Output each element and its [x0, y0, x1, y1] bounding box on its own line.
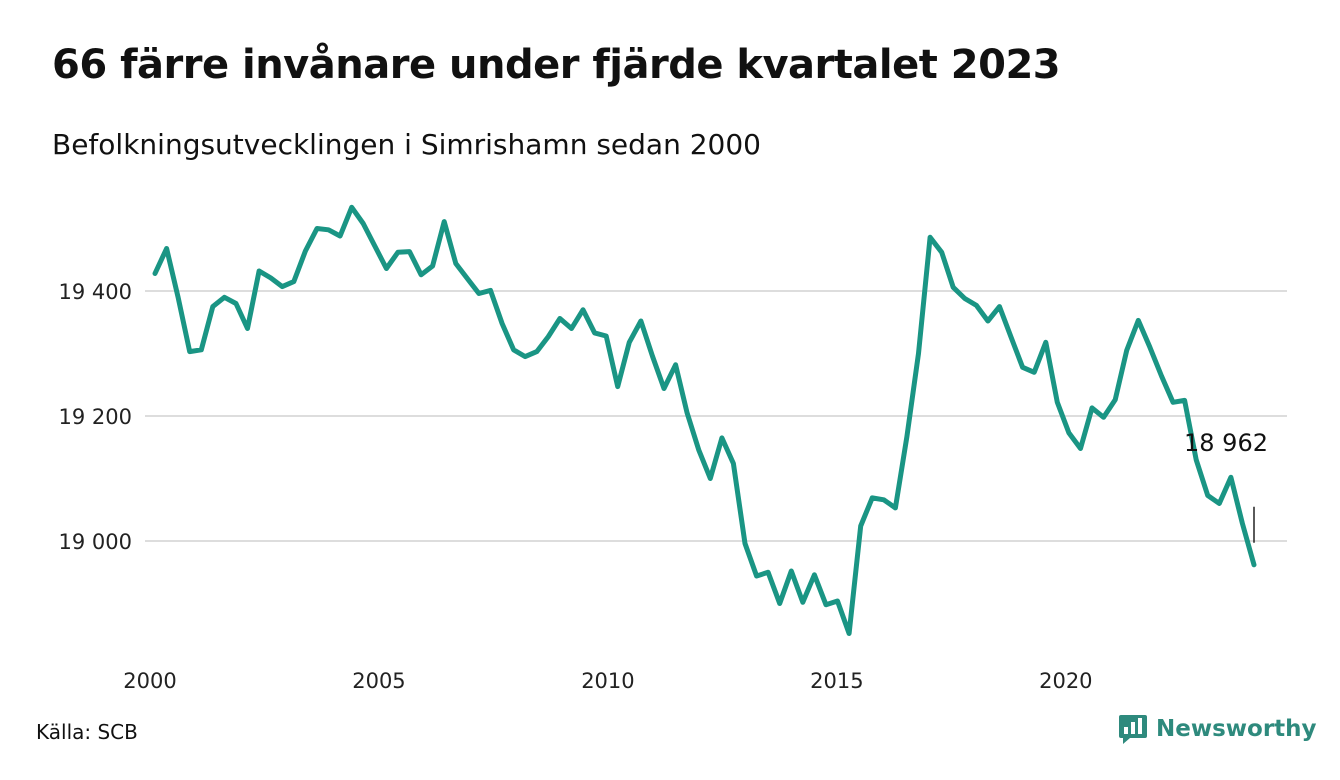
- newsworthy-logo-icon: [1119, 715, 1147, 744]
- source-note: Källa: SCB: [36, 720, 138, 744]
- y-tick-label: 19 400: [59, 280, 132, 304]
- brand-logo[interactable]: Newsworthy: [1118, 713, 1317, 745]
- x-tick-label: 2005: [352, 669, 405, 693]
- x-tick-label: 2020: [1039, 669, 1092, 693]
- x-tick-label: 2000: [123, 669, 176, 693]
- brand-name: Newsworthy: [1156, 716, 1317, 742]
- chart-title: 66 färre invånare under fjärde kvartalet…: [52, 42, 1061, 88]
- series-layer: [152, 204, 1257, 636]
- annotation-layer: 18 962: [1184, 429, 1268, 543]
- y-tick-label: 19 200: [59, 405, 132, 429]
- last-value-label: 18 962: [1184, 429, 1268, 457]
- x-tick-label: 2010: [581, 669, 634, 693]
- x-tick-label: 2015: [810, 669, 863, 693]
- series-line: [152, 204, 1257, 636]
- y-axis-ticks: 19 000 19 200 19 400: [59, 280, 132, 554]
- x-axis-ticks: 2000 2005 2010 2015 2020: [123, 669, 1092, 693]
- chart-subtitle: Befolkningsutvecklingen i Simrishamn sed…: [52, 128, 761, 161]
- gridlines: [145, 290, 1287, 542]
- y-tick-label: 19 000: [59, 530, 132, 554]
